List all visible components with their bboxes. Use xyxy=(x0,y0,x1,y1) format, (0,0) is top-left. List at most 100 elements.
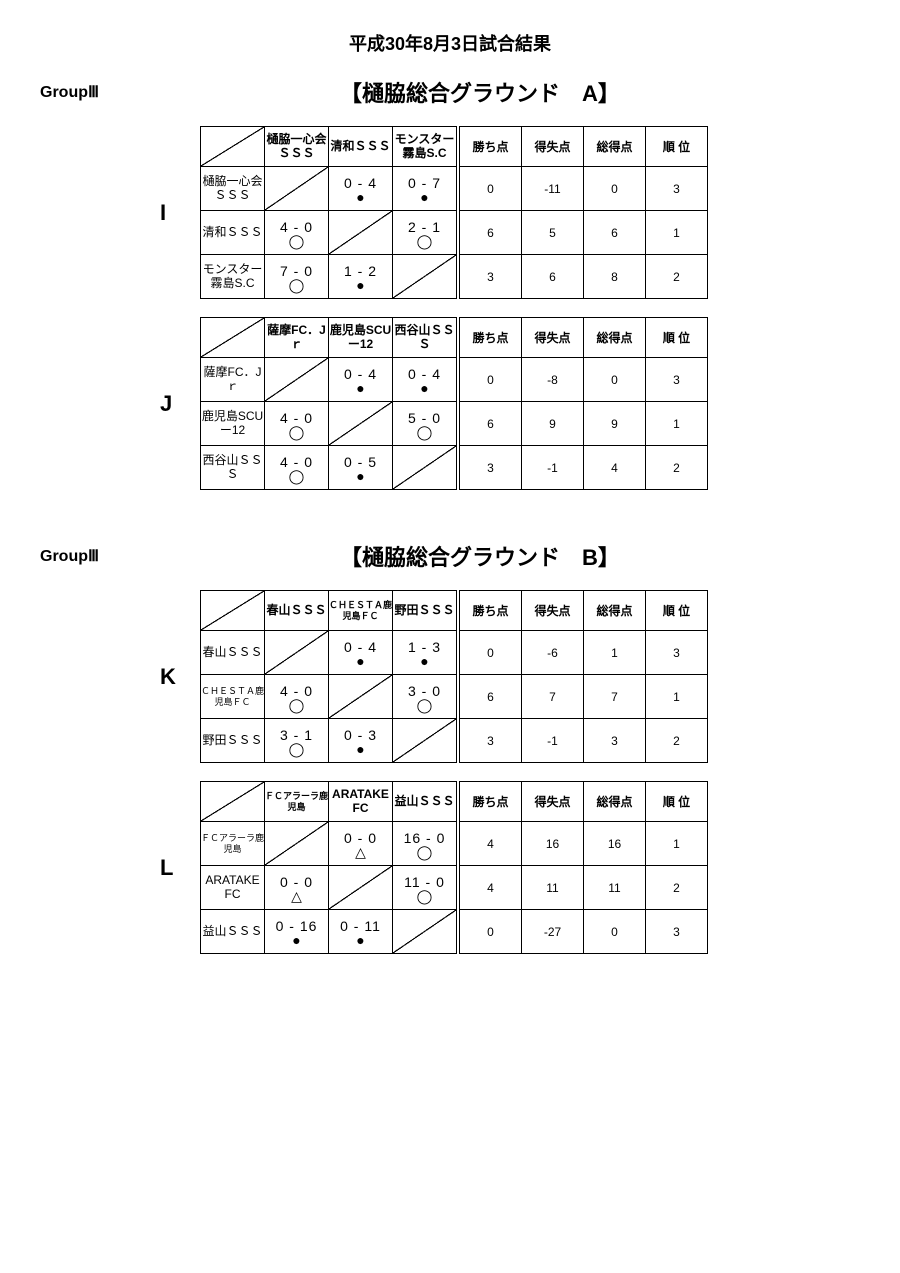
results-table: 春山ＳＳＳＣＨＥＳＴＡ鹿児島ＦＣ野田ＳＳＳ勝ち点得失点総得点順 位春山ＳＳＳ0 … xyxy=(200,590,708,763)
match-cell: 0 - 4 xyxy=(393,358,457,402)
win-mark-icon xyxy=(393,234,456,248)
group-wrap: J薩摩FC．Jｒ鹿児島SCUー12西谷山ＳＳＳ勝ち点得失点総得点順 位薩摩FC．… xyxy=(160,317,860,490)
match-cell: 0 - 0 xyxy=(265,866,329,910)
loss-mark-icon xyxy=(329,381,392,395)
match-cell xyxy=(329,211,393,255)
win-mark-icon xyxy=(265,698,328,712)
match-cell: 3 - 1 xyxy=(265,719,329,763)
match-cell: 4 - 0 xyxy=(265,675,329,719)
score-text: 2 - 1 xyxy=(393,217,456,234)
win-mark-icon xyxy=(393,698,456,712)
team-row-header: 益山ＳＳＳ xyxy=(201,910,265,954)
table-row: 益山ＳＳＳ0 - 160 - 110-2703 xyxy=(201,910,708,954)
match-cell: 0 - 0 xyxy=(329,822,393,866)
score-text: 11 - 0 xyxy=(393,872,456,889)
score-text: 0 - 4 xyxy=(329,173,392,190)
match-cell xyxy=(393,910,457,954)
stats-cell: 0 xyxy=(460,358,522,402)
score-text: 0 - 11 xyxy=(329,916,392,933)
table-row: 薩摩FC．Jｒ0 - 40 - 40-803 xyxy=(201,358,708,402)
table-row: 野田ＳＳＳ3 - 10 - 33-132 xyxy=(201,719,708,763)
group-wrap: I樋脇一心会ＳＳＳ清和ＳＳＳモンスター霧島S.C勝ち点得失点総得点順 位樋脇一心… xyxy=(160,126,860,299)
table-row: ARATAKE FC0 - 011 - 0411112 xyxy=(201,866,708,910)
score-text: 0 - 16 xyxy=(265,916,328,933)
loss-mark-icon xyxy=(393,654,456,668)
results-table: 樋脇一心会ＳＳＳ清和ＳＳＳモンスター霧島S.C勝ち点得失点総得点順 位樋脇一心会… xyxy=(200,126,708,299)
score-text: 0 - 4 xyxy=(329,364,392,381)
team-row-header: 野田ＳＳＳ xyxy=(201,719,265,763)
win-mark-icon xyxy=(393,425,456,439)
stats-cell: 1 xyxy=(584,631,646,675)
table-row: 鹿児島SCUー124 - 05 - 06991 xyxy=(201,402,708,446)
team-header: 西谷山ＳＳＳ xyxy=(393,318,457,358)
match-cell: 0 - 4 xyxy=(329,358,393,402)
venue-title: 【樋脇総合グラウンド B】 xyxy=(100,540,860,572)
score-text: 7 - 0 xyxy=(265,261,328,278)
stats-cell: -27 xyxy=(522,910,584,954)
stats-header: 総得点 xyxy=(584,591,646,631)
draw-mark-icon xyxy=(265,889,328,903)
stats-cell: 3 xyxy=(460,255,522,299)
stats-header: 総得点 xyxy=(584,318,646,358)
section-header: GroupⅢ【樋脇総合グラウンド B】 xyxy=(40,540,860,572)
match-cell: 16 - 0 xyxy=(393,822,457,866)
team-row-header: ＣＨＥＳＴＡ鹿児島ＦＣ xyxy=(201,675,265,719)
stats-cell: 2 xyxy=(646,866,708,910)
stats-cell: 1 xyxy=(646,211,708,255)
stats-cell: 6 xyxy=(584,211,646,255)
match-cell: 4 - 0 xyxy=(265,446,329,490)
table-row: 樋脇一心会ＳＳＳ0 - 40 - 70-1103 xyxy=(201,167,708,211)
score-text: 0 - 7 xyxy=(393,173,456,190)
stats-header: 勝ち点 xyxy=(460,782,522,822)
stats-cell: 6 xyxy=(522,255,584,299)
stats-header: 総得点 xyxy=(584,782,646,822)
match-cell: 2 - 1 xyxy=(393,211,457,255)
match-cell: 1 - 2 xyxy=(329,255,393,299)
match-cell: 0 - 4 xyxy=(329,631,393,675)
page-title: 平成30年8月3日試合結果 xyxy=(40,30,860,56)
stats-header: 順 位 xyxy=(646,127,708,167)
loss-mark-icon xyxy=(329,933,392,947)
match-cell: 0 - 3 xyxy=(329,719,393,763)
stats-cell: 3 xyxy=(584,719,646,763)
stats-cell: 16 xyxy=(522,822,584,866)
draw-mark-icon xyxy=(329,845,392,859)
stats-cell: 0 xyxy=(584,358,646,402)
team-row-header: 春山ＳＳＳ xyxy=(201,631,265,675)
score-text: 4 - 0 xyxy=(265,217,328,234)
team-header: 樋脇一心会ＳＳＳ xyxy=(265,127,329,167)
stats-cell: 4 xyxy=(460,822,522,866)
stats-cell: 6 xyxy=(460,402,522,446)
match-cell: 1 - 3 xyxy=(393,631,457,675)
team-row-header: 薩摩FC．Jｒ xyxy=(201,358,265,402)
team-header: ARATAKE FC xyxy=(329,782,393,822)
team-header: 鹿児島SCUー12 xyxy=(329,318,393,358)
stats-header: 得失点 xyxy=(522,127,584,167)
stats-header: 順 位 xyxy=(646,782,708,822)
stats-cell: 2 xyxy=(646,255,708,299)
stats-cell: 3 xyxy=(460,446,522,490)
match-cell: 0 - 11 xyxy=(329,910,393,954)
match-cell: 4 - 0 xyxy=(265,402,329,446)
stats-header: 勝ち点 xyxy=(460,591,522,631)
team-header: ＦＣアラーラ鹿児島 xyxy=(265,782,329,822)
match-cell xyxy=(393,719,457,763)
results-table: ＦＣアラーラ鹿児島ARATAKE FC益山ＳＳＳ勝ち点得失点総得点順 位ＦＣアラ… xyxy=(200,781,708,954)
stats-cell: 2 xyxy=(646,446,708,490)
stats-cell: 3 xyxy=(646,631,708,675)
stats-cell: 9 xyxy=(522,402,584,446)
loss-mark-icon xyxy=(265,933,328,947)
match-cell xyxy=(393,446,457,490)
score-text: 0 - 0 xyxy=(329,828,392,845)
win-mark-icon xyxy=(393,889,456,903)
stats-cell: 0 xyxy=(460,910,522,954)
stats-cell: 3 xyxy=(460,719,522,763)
score-text: 0 - 0 xyxy=(265,872,328,889)
stats-cell: 1 xyxy=(646,675,708,719)
table-row: 清和ＳＳＳ4 - 02 - 16561 xyxy=(201,211,708,255)
score-text: 0 - 4 xyxy=(329,637,392,654)
match-cell xyxy=(329,402,393,446)
score-text: 1 - 3 xyxy=(393,637,456,654)
match-cell: 11 - 0 xyxy=(393,866,457,910)
stats-cell: 9 xyxy=(584,402,646,446)
